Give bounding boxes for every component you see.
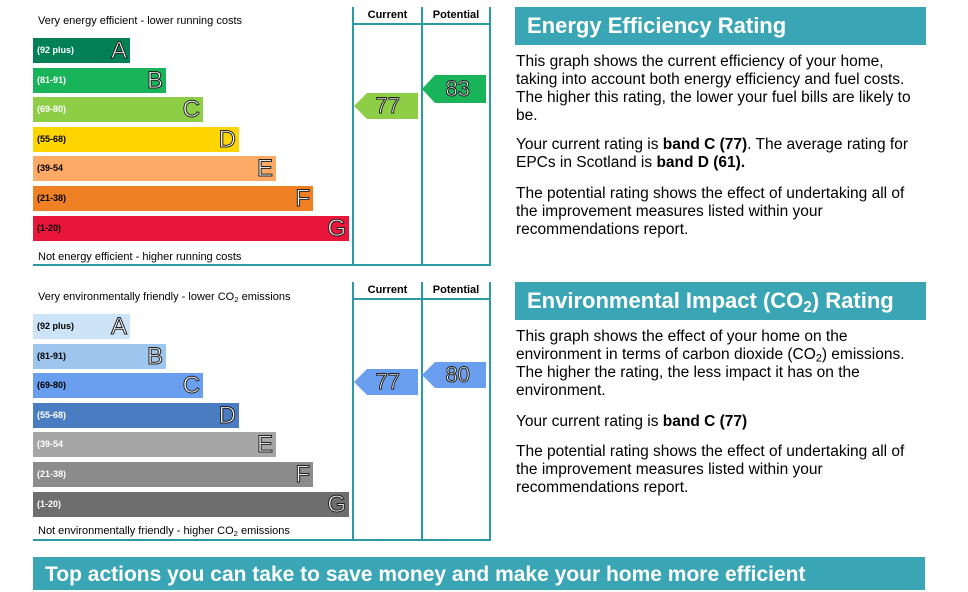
environment-paragraph-1: This graph shows the effect of your home… — [516, 328, 922, 400]
energy-band-e: (39-54 E — [33, 155, 276, 183]
environment-p1-pre: This graph shows the effect of your home… — [516, 328, 848, 363]
environment-band-g: (1-20) G — [33, 490, 349, 518]
energy-potential-value: 83 — [445, 76, 471, 102]
environment-band-letter: E — [256, 431, 273, 459]
energy-current-value: 77 — [375, 93, 401, 119]
energy-heading: Energy Efficiency Rating — [515, 7, 926, 45]
environment-band-range: (92 plus) — [37, 321, 75, 331]
energy-band-g: (1-20) G — [33, 214, 349, 242]
energy-frame-bottom — [33, 264, 491, 266]
environment-band-a: (92 plus) A — [33, 313, 130, 341]
environment-band-d: (55-68) D — [33, 401, 239, 429]
environment-heading-post: ) Rating — [811, 288, 894, 313]
environment-bottom-label-sub: 2 — [233, 528, 238, 538]
energy-band-letter: A — [110, 37, 127, 65]
energy-paragraph-2: Your current rating is band C (77). The … — [516, 136, 922, 172]
environment-band-letter: C — [182, 372, 200, 400]
energy-band-b: (81-91) B — [33, 66, 166, 94]
environment-band-range: (69-80) — [37, 380, 67, 391]
energy-chart: Very energy efficient - lower running co… — [0, 0, 495, 270]
energy-paragraph-1: This graph shows the current efficiency … — [516, 53, 911, 124]
energy-band-letter: D — [218, 125, 236, 153]
environment-band-c: (69-80) C — [33, 372, 203, 400]
environment-potential-column — [421, 282, 491, 541]
energy-potential-column — [421, 7, 491, 266]
environment-p1-sub: 2 — [815, 352, 822, 365]
energy-band-letter: B — [146, 66, 163, 94]
energy-band-f: (21-38) F — [33, 185, 313, 213]
environment-bottom-label-text: Not environmentally friendly - higher CO — [38, 525, 234, 537]
environment-top-label: Very environmentally friendly - lower CO… — [38, 291, 291, 303]
environment-potential-arrow: 80 — [422, 362, 486, 388]
environment-band-letter: F — [295, 461, 311, 489]
energy-band-d: (55-68) D — [33, 125, 239, 153]
energy-p2-pre: Your current rating is — [516, 136, 663, 153]
environment-band-f: (21-38) F — [33, 461, 313, 489]
environment-current-arrow: 77 — [354, 369, 418, 395]
environment-band-e: (39-54 E — [33, 431, 276, 459]
environment-band-letter: D — [218, 401, 236, 429]
environment-current-arrow-shape — [354, 369, 418, 395]
environment-current-value: 77 — [375, 369, 401, 395]
environment-band-letter: G — [327, 490, 347, 518]
environment-potential-arrow-shape — [422, 362, 486, 388]
energy-band-c: (69-80) C — [33, 96, 203, 124]
energy-potential-arrow-shape — [422, 75, 486, 103]
energy-potential-header: Potential — [423, 7, 489, 25]
environment-bottom-label-post: emissions — [237, 525, 290, 537]
environment-paragraph-2: Your current rating is band C (77) — [516, 413, 922, 431]
energy-current-column — [352, 7, 423, 266]
environment-top-label-post: emissions — [238, 291, 291, 303]
energy-paragraph-3: The potential rating shows the effect of… — [516, 185, 905, 238]
environment-p2-pre: Your current rating is — [516, 413, 663, 430]
energy-top-label: Very energy efficient - lower running co… — [38, 15, 243, 27]
energy-band-a: (92 plus) A — [33, 37, 130, 65]
environment-band-letter: A — [110, 313, 127, 341]
environment-frame-bottom — [33, 539, 491, 541]
environment-heading-sub: 2 — [803, 298, 812, 316]
top-actions-banner: Top actions you can take to save money a… — [33, 557, 925, 590]
energy-band-range: (81-91) — [37, 74, 67, 85]
environment-band-b: (81-91) B — [33, 342, 166, 370]
energy-band-range: (69-80) — [37, 104, 67, 115]
environment-top-label-text: Very environmentally friendly - lower CO — [38, 291, 235, 303]
energy-band-range: (55-68) — [37, 133, 67, 144]
energy-p2-mid: . The average rating for EPCs in Scotlan… — [516, 136, 909, 171]
energy-band-range: (1-20) — [37, 222, 62, 233]
energy-band-letter: G — [327, 214, 347, 242]
environment-p2-bold: band C (77) — [662, 413, 748, 430]
energy-current-header: Current — [354, 7, 421, 25]
environment-band-letter: B — [146, 342, 163, 370]
energy-band-range: (92 plus) — [37, 45, 75, 55]
environment-paragraph-3: The potential rating shows the effect of… — [516, 443, 905, 496]
energy-bottom-label: Not energy efficient - higher running co… — [38, 251, 242, 263]
energy-p2-bold2: band D (61). — [656, 154, 746, 171]
environment-heading-pre: Environmental Impact (CO — [527, 288, 804, 313]
environment-band-range: (55-68) — [37, 409, 67, 420]
environment-band-range: (1-20) — [37, 498, 62, 509]
environment-bottom-label: Not environmentally friendly - higher CO… — [38, 525, 290, 537]
environment-band-range: (21-38) — [37, 469, 67, 479]
energy-band-range: (39-54 — [37, 163, 64, 174]
environment-chart: Very environmentally friendly - lower CO… — [0, 282, 495, 544]
energy-band-letter: F — [295, 185, 311, 213]
energy-current-arrow: 77 — [354, 93, 418, 119]
environment-potential-header: Potential — [423, 282, 489, 300]
energy-band-letter: E — [256, 155, 273, 183]
environment-potential-value: 80 — [445, 362, 471, 388]
energy-p2-bold1: band C (77) — [662, 136, 748, 153]
energy-potential-arrow: 83 — [422, 75, 486, 103]
energy-band-range: (21-38) — [37, 193, 67, 203]
environment-band-range: (81-91) — [37, 350, 67, 361]
environment-band-range: (39-54 — [37, 439, 64, 450]
environment-p1-post: ) emissions. The higher the rating, the … — [516, 346, 905, 399]
environment-top-label-sub: 2 — [234, 294, 239, 304]
energy-band-letter: C — [182, 96, 200, 124]
environment-heading: Environmental Impact (CO2) Rating — [515, 282, 926, 320]
energy-current-arrow-shape — [354, 93, 418, 119]
environment-current-header: Current — [354, 282, 421, 300]
environment-current-column — [352, 282, 423, 541]
